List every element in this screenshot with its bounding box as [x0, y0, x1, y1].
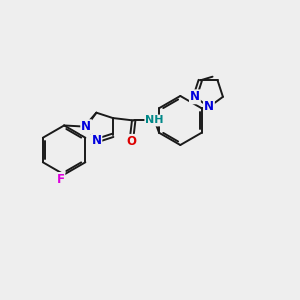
Text: N: N — [92, 134, 101, 147]
Text: O: O — [126, 135, 136, 148]
Text: NH: NH — [145, 116, 164, 125]
Text: N: N — [204, 100, 214, 113]
Text: N: N — [81, 120, 91, 133]
Text: F: F — [56, 173, 64, 186]
Text: N: N — [190, 90, 200, 103]
